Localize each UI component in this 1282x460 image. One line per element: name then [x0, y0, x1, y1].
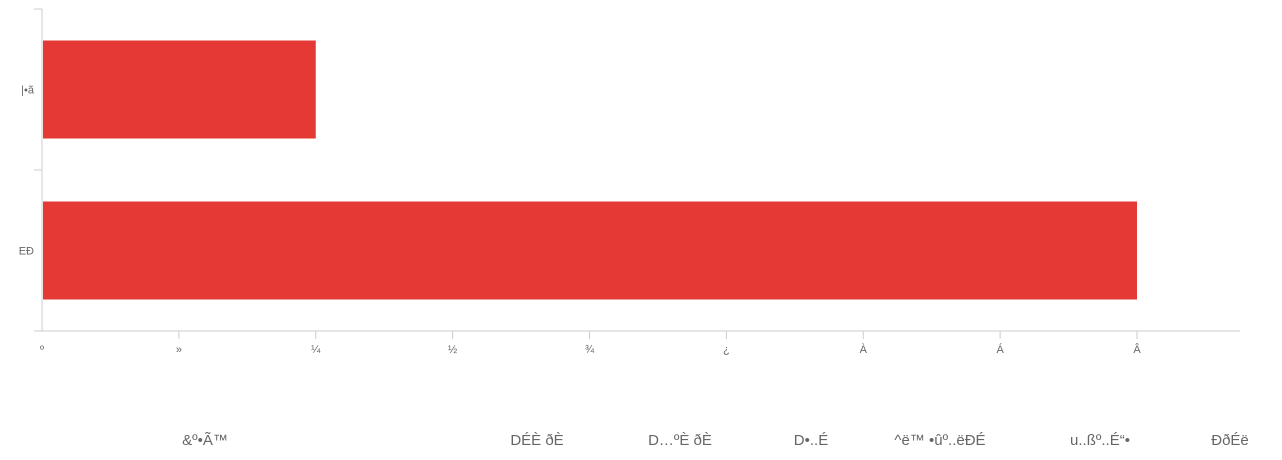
footer-label: ^ë™ •ûº..ëÐÉ — [894, 432, 986, 449]
x-tick-label: º — [40, 344, 44, 356]
x-tick-label: ¾ — [585, 344, 595, 356]
bar — [43, 40, 316, 139]
x-tick-label: À — [860, 343, 868, 356]
footer-label: D…ºÈ ðÈ — [648, 432, 712, 449]
bar-chart: º » ¼ ½ ¾ ¿ À Á Â |•ã EÐ — [19, 8, 1240, 356]
x-tick-label: ¿ — [723, 344, 730, 356]
bars — [43, 40, 1137, 300]
y-ticks: |•ã EÐ — [19, 8, 42, 332]
category-label: EÐ — [19, 246, 34, 258]
footer-label: DÉÈ ðÈ — [510, 432, 564, 449]
x-tick-label: Á — [996, 343, 1004, 356]
x-tick-label: ½ — [448, 344, 457, 356]
x-tick-label: ¼ — [311, 344, 321, 356]
footer-label: ÐðÉë — [1211, 432, 1249, 449]
footer-label: u..ßº..É“• — [1070, 432, 1130, 449]
footer-label: &º•Ã™ — [182, 432, 228, 449]
category-label: |•ã — [21, 85, 35, 97]
footer-label: D•..É — [793, 432, 829, 449]
x-tick-label: » — [176, 344, 182, 356]
x-tick-label: Â — [1133, 343, 1141, 356]
bar — [43, 201, 1137, 300]
x-ticks: º » ¼ ½ ¾ ¿ À Á Â — [40, 331, 1141, 356]
